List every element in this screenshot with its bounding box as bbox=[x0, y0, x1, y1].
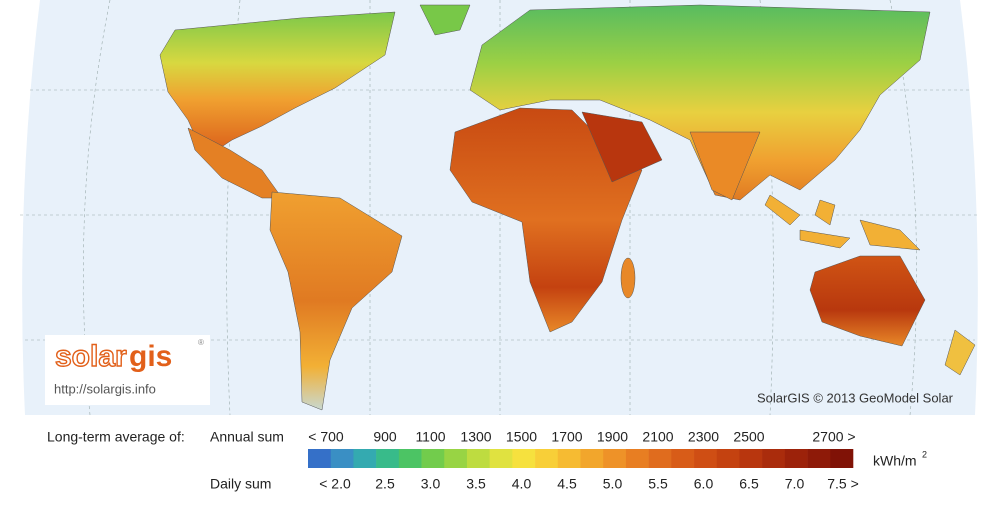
color-swatch bbox=[784, 449, 808, 468]
daily-tick: 4.5 bbox=[557, 476, 577, 492]
legend-title: Long-term average of: bbox=[47, 429, 185, 445]
daily-label: Daily sum bbox=[210, 476, 271, 492]
logo-mark: ® bbox=[198, 338, 204, 347]
daily-tick: < 2.0 bbox=[319, 476, 351, 492]
color-swatch bbox=[353, 449, 377, 468]
color-swatch bbox=[762, 449, 786, 468]
color-swatch bbox=[466, 449, 490, 468]
daily-tick: 5.5 bbox=[648, 476, 668, 492]
color-swatch bbox=[330, 449, 354, 468]
annual-tick: 2500 bbox=[733, 429, 764, 445]
land bbox=[159, 4, 976, 411]
annual-tick: < 700 bbox=[308, 429, 344, 445]
color-swatch bbox=[671, 449, 695, 468]
annual-tick: 1100 bbox=[415, 429, 445, 445]
daily-tick: 7.0 bbox=[785, 476, 805, 492]
color-swatch bbox=[308, 449, 332, 468]
annual-label: Annual sum bbox=[210, 429, 284, 445]
daily-tick: 3.0 bbox=[421, 476, 441, 492]
color-swatch bbox=[739, 449, 763, 468]
annual-tick: 2100 bbox=[642, 429, 673, 445]
color-swatch bbox=[603, 449, 627, 468]
color-swatch bbox=[716, 449, 740, 468]
color-swatch bbox=[557, 449, 581, 468]
credit: SolarGIS © 2013 GeoModel Solar bbox=[757, 390, 954, 405]
logo-box bbox=[45, 335, 210, 405]
daily-tick: 4.0 bbox=[512, 476, 532, 492]
annual-tick: 2700 > bbox=[812, 429, 855, 445]
daily-tick: 5.0 bbox=[603, 476, 623, 492]
color-swatch bbox=[376, 449, 400, 468]
color-swatch bbox=[444, 449, 468, 468]
annual-tick: 2300 bbox=[688, 429, 719, 445]
daily-tick: 7.5 > bbox=[827, 476, 859, 492]
logo-gis: gis bbox=[129, 340, 172, 373]
logo-solar: solar bbox=[55, 340, 127, 373]
color-swatch bbox=[830, 449, 854, 468]
annual-tick: 1500 bbox=[506, 429, 537, 445]
color-swatch bbox=[535, 449, 559, 468]
logo-url: http://solargis.info bbox=[54, 381, 156, 396]
color-swatch bbox=[648, 449, 672, 468]
color-swatch bbox=[489, 449, 513, 468]
color-swatch bbox=[421, 449, 445, 468]
annual-tick: 1700 bbox=[551, 429, 582, 445]
annual-tick: 900 bbox=[373, 429, 397, 445]
daily-tick: 6.5 bbox=[739, 476, 759, 492]
color-swatch bbox=[580, 449, 604, 468]
legend: Long-term average of: Annual sum Daily s… bbox=[47, 429, 927, 492]
unit: kWh/m bbox=[873, 453, 917, 469]
daily-tick: 2.5 bbox=[375, 476, 395, 492]
color-swatch bbox=[807, 449, 831, 468]
color-swatch bbox=[625, 449, 649, 468]
daily-tick: 6.0 bbox=[694, 476, 714, 492]
annual-tick: 1300 bbox=[460, 429, 491, 445]
color-swatch bbox=[512, 449, 536, 468]
annual-tick: 1900 bbox=[597, 429, 628, 445]
unit-sup: 2 bbox=[922, 449, 927, 459]
map: solar gis ® http://solargis.info SolarGI… bbox=[20, 0, 980, 416]
color-swatch bbox=[694, 449, 718, 468]
color-swatch bbox=[398, 449, 422, 468]
daily-tick: 3.5 bbox=[466, 476, 486, 492]
